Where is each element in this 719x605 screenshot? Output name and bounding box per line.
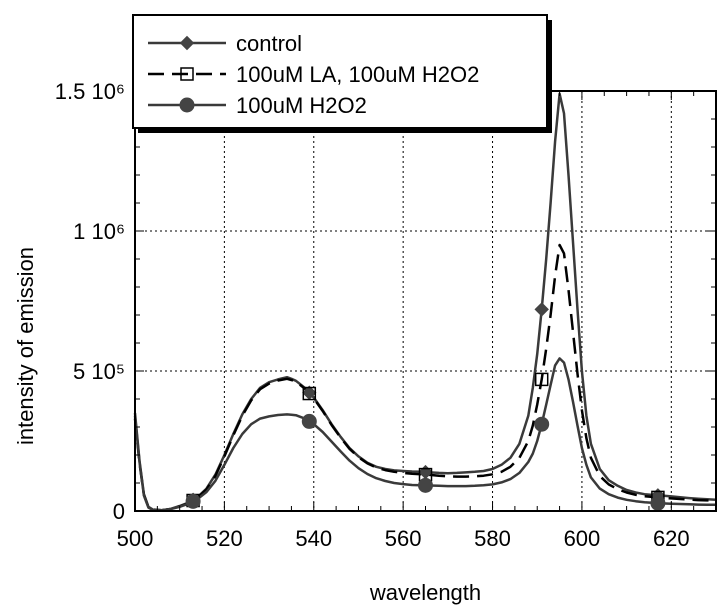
y-tick-label: 0 [113, 499, 125, 524]
x-tick-label: 600 [564, 526, 601, 551]
legend-marker-1 [180, 67, 194, 81]
series-marker-0 [534, 302, 549, 317]
series-marker-0 [418, 464, 433, 480]
legend-label-0: control [236, 31, 302, 56]
y-tick-label: 5 10⁵ [73, 359, 125, 384]
x-tick-label: 580 [474, 526, 511, 551]
series-line-2 [133, 357, 716, 512]
legend-items: control 100uM LA, 100uM H2O2 100uM H2O2 [148, 31, 479, 118]
legend-label-2: 100uM H2O2 [236, 93, 367, 118]
series-marker-1 [302, 386, 317, 401]
legend-box [132, 14, 548, 129]
x-tick-label: 560 [385, 526, 422, 551]
series-line-1 [133, 243, 717, 512]
x-tick-label: 520 [206, 526, 243, 551]
grid [135, 91, 716, 511]
x-tick-label: 540 [295, 526, 332, 551]
x-axis-title: wavelength [369, 580, 481, 605]
series-marker-2 [301, 413, 317, 429]
series-marker-2 [650, 495, 666, 511]
x-tick-label: 620 [653, 526, 690, 551]
legend: control 100uM LA, 100uM H2O2 100uM H2O2 [132, 14, 552, 133]
series-marker-1 [534, 372, 549, 387]
series-marker-2 [534, 416, 550, 432]
y-axis-title: intensity of emission [13, 247, 38, 445]
axis-ticks [134, 90, 717, 512]
tick-labels: 500 520 540 560 580 600 620 0 5 10⁵ 1 10⁶ 1.5 10⁶ [55, 79, 690, 551]
legend-marker-0 [179, 35, 195, 51]
y-tick-label: 1.5 10⁶ [55, 79, 125, 104]
series-markers [185, 302, 666, 511]
y-tick-label: 1 10⁶ [73, 219, 125, 244]
series-line-0 [133, 92, 717, 512]
legend-marker-2 [179, 97, 195, 113]
series-marker-2 [418, 477, 433, 493]
series-curves [133, 92, 717, 512]
x-tick-label: 500 [117, 526, 154, 551]
series-marker-2 [185, 493, 201, 509]
legend-label-1: 100uM LA, 100uM H2O2 [236, 62, 479, 87]
plot-frame [134, 90, 717, 512]
